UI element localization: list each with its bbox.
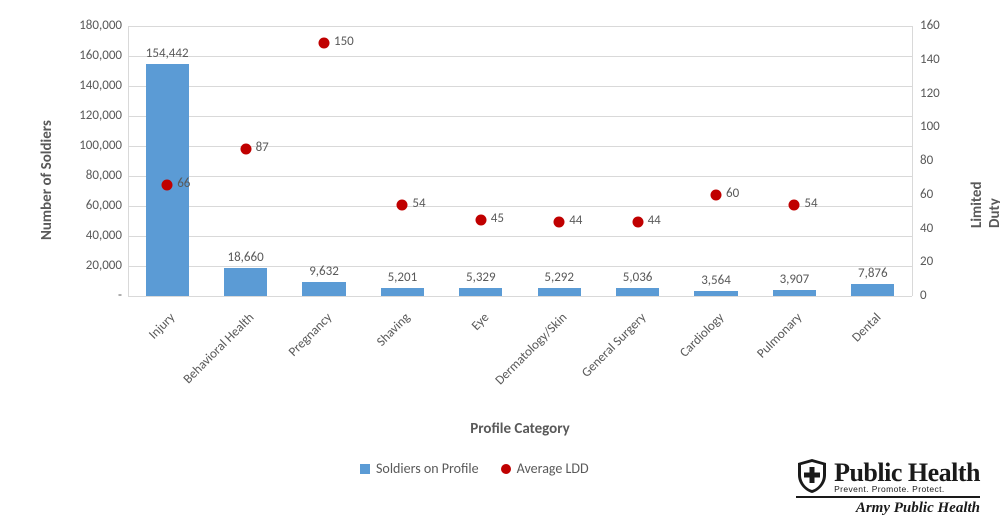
bar-value-label: 7,876 <box>858 266 888 281</box>
bar <box>302 282 345 296</box>
ldd-point-label: 54 <box>804 196 817 211</box>
ldd-point-label: 45 <box>491 211 504 226</box>
y1-tick: 100,000 <box>52 138 122 153</box>
shield-icon <box>796 458 828 494</box>
ldd-point-label: 150 <box>334 34 354 49</box>
ldd-point <box>240 144 251 155</box>
y2-tick: 160 <box>920 18 940 33</box>
grid-line <box>128 26 912 27</box>
y1-axis-line <box>128 26 129 296</box>
bar <box>773 290 816 296</box>
ldd-point <box>711 189 722 200</box>
grid-line <box>128 266 912 267</box>
legend-bar-swatch <box>360 464 370 474</box>
y2-tick: 100 <box>920 119 940 134</box>
ldd-point <box>319 37 330 48</box>
grid-line <box>128 56 912 57</box>
public-health-logo: Public Health Prevent. Promote. Protect.… <box>796 458 980 517</box>
bar-value-label: 5,201 <box>388 270 418 285</box>
x-axis-label: Profile Category <box>128 420 912 438</box>
legend: Soldiers on Profile Average LDD <box>360 460 589 477</box>
y2-tick: 60 <box>920 187 933 202</box>
y1-tick: 120,000 <box>52 108 122 123</box>
logo-divider <box>796 496 980 498</box>
bar-value-label: 3,907 <box>780 272 810 287</box>
y2-tick: 140 <box>920 52 940 67</box>
bar <box>538 288 581 296</box>
y1-tick: - <box>52 288 122 303</box>
ldd-point <box>632 216 643 227</box>
y2-tick: 40 <box>920 221 933 236</box>
logo-subtitle: Army Public Health <box>796 500 980 517</box>
y1-tick: 40,000 <box>52 228 122 243</box>
grid-line <box>128 116 912 117</box>
y2-tick: 80 <box>920 153 933 168</box>
bar-value-label: 5,292 <box>544 270 574 285</box>
grid-line <box>128 236 912 237</box>
y1-tick: 140,000 <box>52 78 122 93</box>
bar <box>459 288 502 296</box>
y1-tick: 180,000 <box>52 18 122 33</box>
y2-axis-label: Limited Duty Days <box>968 181 1000 228</box>
ldd-point-label: 54 <box>412 196 425 211</box>
bar-value-label: 18,660 <box>227 250 263 265</box>
ldd-point-label: 66 <box>177 176 190 191</box>
bar-value-label: 5,036 <box>623 270 653 285</box>
bar-value-label: 9,632 <box>309 264 339 279</box>
bar <box>616 288 659 296</box>
ldd-point <box>397 199 408 210</box>
y2-tick: 120 <box>920 86 940 101</box>
y1-tick: 20,000 <box>52 258 122 273</box>
y2-tick: 20 <box>920 254 933 269</box>
y1-tick: 60,000 <box>52 198 122 213</box>
ldd-point <box>475 215 486 226</box>
bar <box>694 291 737 296</box>
bar <box>381 288 424 296</box>
legend-ldd: Average LDD <box>501 460 589 477</box>
ldd-point-label: 87 <box>256 140 269 155</box>
y2-tick: 0 <box>920 288 927 303</box>
grid-line <box>128 296 912 297</box>
ldd-point-label: 44 <box>648 213 661 228</box>
ldd-point <box>789 199 800 210</box>
y2-axis-line <box>912 26 913 296</box>
legend-soldiers: Soldiers on Profile <box>360 460 479 477</box>
ldd-point <box>162 179 173 190</box>
y1-tick: 160,000 <box>52 48 122 63</box>
ldd-point-label: 44 <box>569 213 582 228</box>
legend-bar-label: Soldiers on Profile <box>376 460 479 477</box>
logo-text: Public Health Prevent. Promote. Protect. <box>834 458 980 494</box>
ldd-point <box>554 216 565 227</box>
bar <box>224 268 267 296</box>
chart-stage: Number of Soldiers Limited Duty Days Pro… <box>0 0 1000 525</box>
bar-value-label: 154,442 <box>146 46 189 61</box>
grid-line <box>128 86 912 87</box>
bar-value-label: 3,564 <box>701 273 731 288</box>
ldd-point-label: 60 <box>726 186 739 201</box>
legend-point-swatch <box>501 464 511 474</box>
grid-line <box>128 176 912 177</box>
bar <box>851 284 894 296</box>
y1-tick: 80,000 <box>52 168 122 183</box>
legend-point-label: Average LDD <box>517 460 589 477</box>
bar-value-label: 5,329 <box>466 270 496 285</box>
